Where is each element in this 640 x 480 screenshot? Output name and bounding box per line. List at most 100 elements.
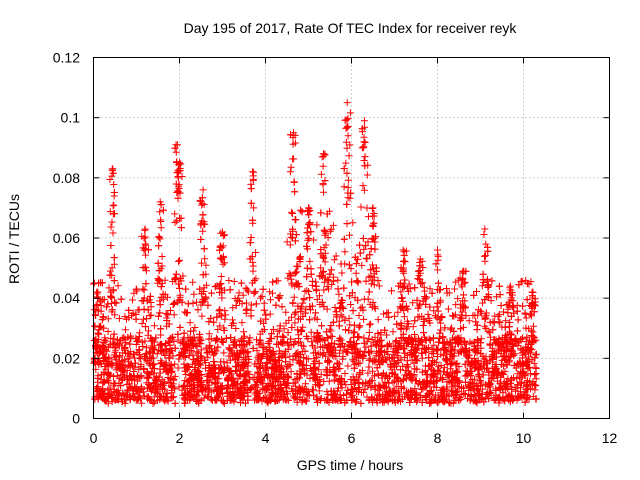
data-point [193,355,201,363]
data-point [293,370,301,377]
data-point [418,398,426,406]
data-point [426,285,434,293]
data-point [417,280,425,288]
data-point [403,361,411,369]
data-point [121,313,129,321]
data-point [287,230,294,238]
data-point [404,367,412,375]
data-point [99,350,107,358]
data-point [435,279,442,287]
data-point [411,385,419,393]
data-point [453,368,461,376]
data-point [358,125,366,133]
data-point [374,390,382,398]
data-point [372,264,380,272]
data-point [477,307,485,315]
data-point [313,221,321,229]
data-point [428,371,436,379]
data-point [495,345,503,353]
data-point [342,348,350,356]
data-point [292,268,300,276]
data-point [465,317,473,325]
data-point [106,271,114,279]
data-point [237,393,245,401]
data-point [94,329,102,337]
data-point [135,351,143,359]
data-point [176,189,184,197]
data-point [283,372,291,380]
data-point [355,323,363,331]
data-point [455,396,463,404]
data-point [288,208,296,216]
data-point [250,277,258,284]
data-point [495,399,503,407]
data-point [280,350,288,358]
data-point [437,319,445,327]
data-point [493,353,500,361]
data-point [454,339,462,347]
data-point [226,286,234,294]
data-point [258,292,266,300]
data-point [191,358,199,366]
data-point [391,370,399,378]
data-point [364,238,372,246]
data-point [240,328,248,336]
data-point [300,385,308,393]
data-point [499,395,507,403]
data-point [450,352,458,360]
data-point [127,332,135,340]
data-point [474,336,482,344]
data-point [514,339,522,347]
data-point [531,354,539,362]
data-point [458,308,466,316]
data-point [346,194,354,202]
data-point [104,315,112,323]
data-point [382,390,390,398]
data-point [489,364,496,372]
data-point [217,358,225,366]
data-point [263,398,271,406]
data-point [383,331,391,339]
data-point [125,306,133,314]
data-point [374,337,382,345]
data-point [116,337,124,345]
data-point [307,270,315,278]
data-point [303,391,311,399]
data-point [338,299,346,306]
data-point [353,354,360,362]
data-point [240,392,248,400]
data-point [272,277,280,285]
data-point [243,305,251,313]
data-point [197,301,205,309]
data-point [191,373,198,381]
data-point [300,342,308,350]
data-point [129,386,137,394]
data-point [320,286,328,294]
data-point [187,372,195,379]
data-point [353,277,361,285]
data-point [183,365,191,373]
data-point [344,176,352,184]
data-point [220,326,228,334]
data-point [523,377,531,385]
data-point [138,338,146,346]
data-point [367,280,375,288]
data-point [109,229,117,237]
data-point [493,368,501,376]
data-point [426,319,434,327]
data-point [247,312,255,320]
data-point [193,348,201,356]
data-point [405,280,413,288]
data-point [362,277,370,285]
data-point [420,283,428,291]
data-point [307,328,315,336]
data-point [145,380,153,388]
data-point [252,275,260,283]
data-point [315,359,323,367]
data-point [132,285,140,293]
data-point [192,373,200,381]
data-point [210,351,217,359]
data-point [291,379,299,387]
data-point [129,296,136,304]
data-point [404,339,412,347]
